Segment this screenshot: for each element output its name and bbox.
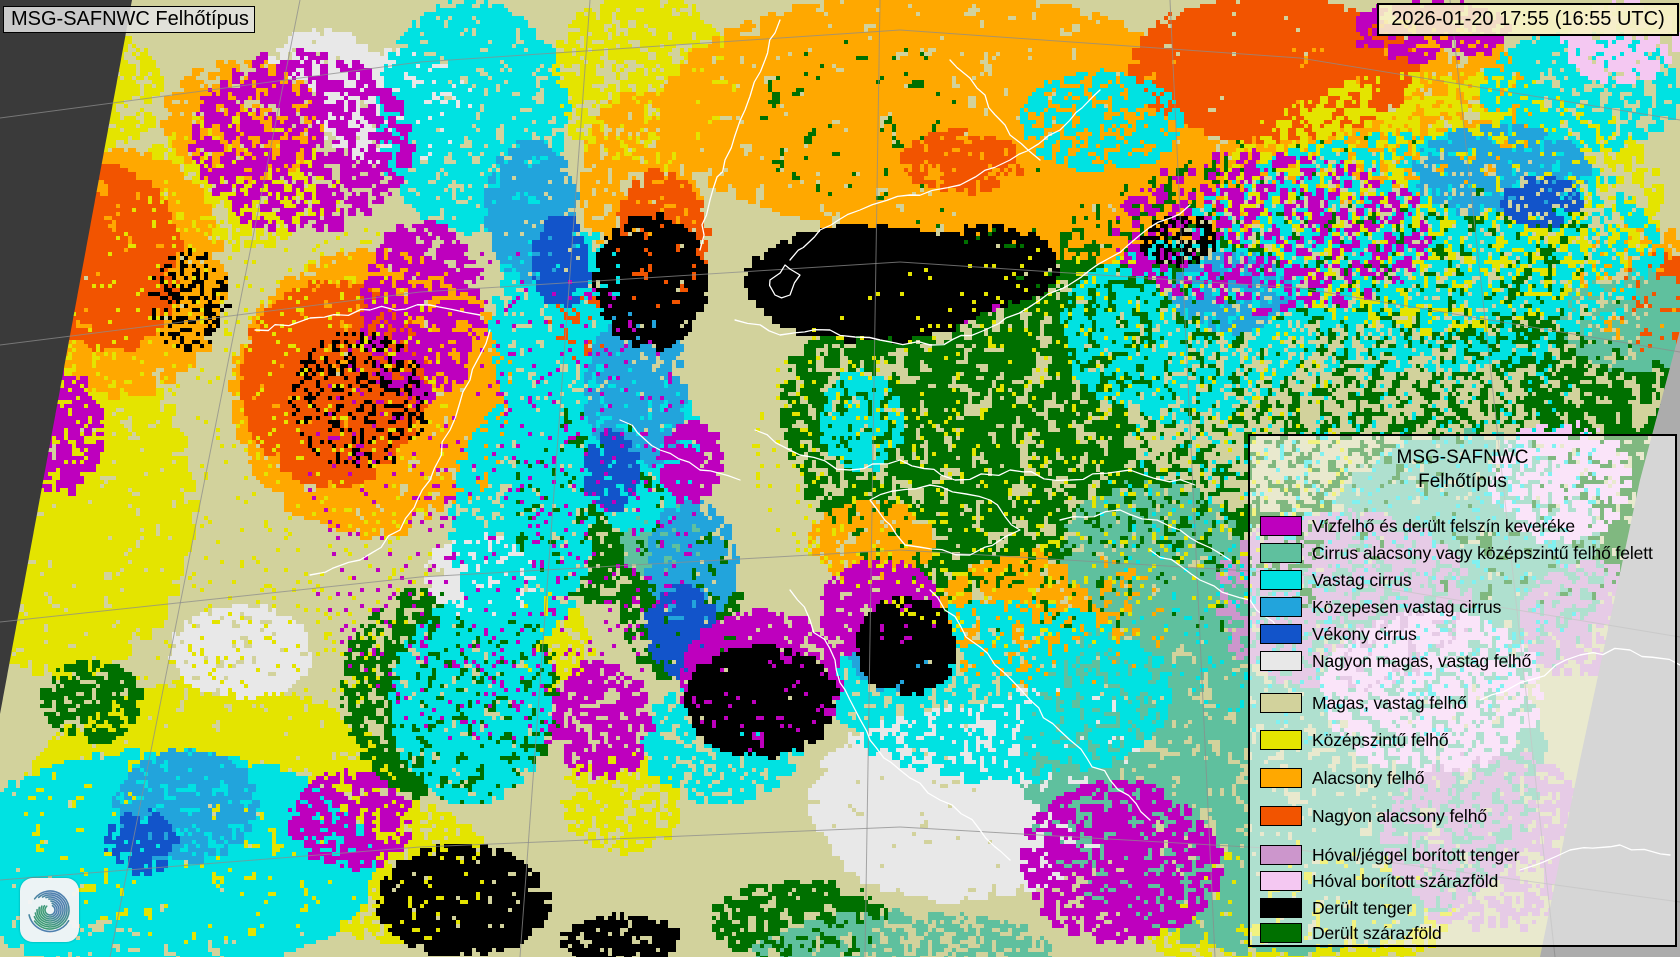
legend-item-label: Magas, vastag felhő (1312, 692, 1467, 713)
legend-swatch (1260, 516, 1302, 536)
legend-item-label: Alacsony felhő (1312, 767, 1425, 788)
legend-swatch (1260, 845, 1302, 865)
legend-item: Nagyon alacsony felhő (1260, 805, 1487, 827)
legend-swatch (1260, 624, 1302, 644)
legend-item-label: Nagyon alacsony felhő (1312, 805, 1487, 826)
legend-item: Alacsony felhő (1260, 767, 1425, 789)
legend-swatch (1260, 651, 1302, 671)
legend: MSG-SAFNWC Felhőtípus Vízfelhő és derült… (1248, 434, 1677, 947)
legend-item-label: Derült tenger (1312, 897, 1412, 918)
legend-swatch (1260, 806, 1302, 826)
met-service-logo (20, 878, 79, 942)
legend-item-label: Nagyon magas, vastag felhő (1312, 650, 1532, 671)
legend-item-label: Vékony cirrus (1312, 623, 1417, 644)
legend-title-line2: Felhőtípus (1418, 471, 1507, 492)
legend-item-label: Hóval borított szárazföld (1312, 870, 1499, 891)
legend-swatch (1260, 768, 1302, 788)
legend-swatch (1260, 730, 1302, 750)
legend-item: Hóval/jéggel borított tenger (1260, 844, 1519, 866)
spiral-icon (27, 887, 72, 933)
legend-item: Közepesen vastag cirrus (1260, 596, 1501, 618)
legend-swatch (1260, 693, 1302, 713)
legend-item: Vékony cirrus (1260, 623, 1417, 645)
legend-item-label: Középszintű felhő (1312, 729, 1449, 750)
legend-swatch (1260, 597, 1302, 617)
legend-item: Nagyon magas, vastag felhő (1260, 650, 1531, 672)
legend-item: Középszintű felhő (1260, 729, 1449, 751)
legend-swatch (1260, 923, 1302, 943)
timestamp: 2026-01-20 17:55 (16:55 UTC) (1377, 3, 1679, 36)
legend-item-label: Vízfelhő és derült felszín keveréke (1312, 515, 1576, 536)
legend-item: Cirrus alacsony vagy középszintű felhő f… (1260, 542, 1653, 564)
legend-item-label: Cirrus alacsony vagy középszintű felhő f… (1312, 542, 1653, 563)
legend-title: MSG-SAFNWC Felhőtípus (1250, 446, 1675, 494)
legend-item-label: Hóval/jéggel borított tenger (1312, 844, 1520, 865)
legend-item-label: Vastag cirrus (1312, 569, 1412, 590)
legend-item: Derült tenger (1260, 897, 1412, 919)
legend-swatch (1260, 543, 1302, 563)
legend-item-label: Derült szárazföld (1312, 922, 1442, 943)
legend-item: Hóval borított szárazföld (1260, 870, 1498, 892)
legend-item: Vízfelhő és derült felszín keveréke (1260, 515, 1575, 537)
legend-item: Vastag cirrus (1260, 569, 1412, 591)
legend-swatch (1260, 570, 1302, 590)
legend-title-line1: MSG-SAFNWC (1396, 447, 1529, 468)
legend-item: Magas, vastag felhő (1260, 692, 1467, 714)
product-title: MSG-SAFNWC Felhőtípus (3, 6, 255, 33)
legend-item: Derült szárazföld (1260, 922, 1442, 944)
legend-swatch (1260, 871, 1302, 891)
legend-swatch (1260, 898, 1302, 918)
legend-item-label: Közepesen vastag cirrus (1312, 596, 1502, 617)
